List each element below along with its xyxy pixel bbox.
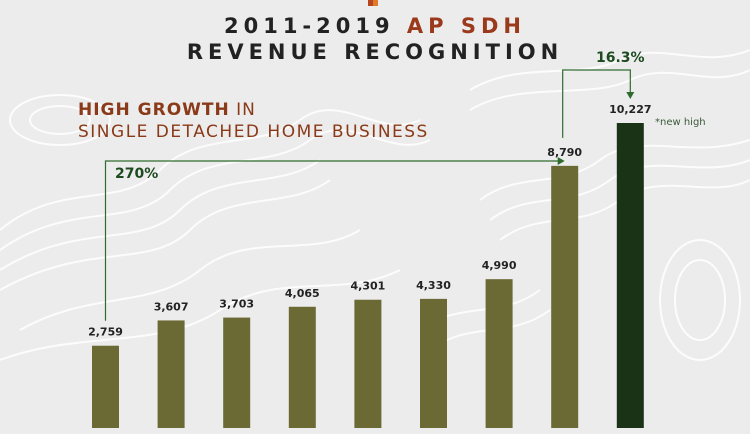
- bar-value-label: 4,301: [351, 280, 386, 293]
- bar-4: [288, 306, 316, 428]
- bar-2: [157, 320, 185, 428]
- bar-value-label: 4,065: [285, 287, 320, 300]
- chart-title-line2: REVENUE RECOGNITION: [186, 40, 564, 64]
- total-growth-label: 270%: [115, 166, 159, 182]
- subtitle: HIGH GROWTH IN SINGLE DETACHED HOME BUSI…: [78, 100, 429, 142]
- bar-7: [485, 279, 513, 428]
- bar-value-label: 4,330: [416, 279, 451, 292]
- bar-value-label: 8,790: [547, 146, 582, 159]
- bar-9: [616, 123, 644, 428]
- new-high-note: *new high: [655, 117, 706, 128]
- total-growth-arrow: [104, 160, 560, 321]
- title-brand: AP SDH: [406, 14, 527, 38]
- bar-value-label: 3,607: [154, 300, 189, 313]
- chart-title: 2011-2019 AP SDH: [0, 14, 750, 38]
- bar-1: [92, 345, 119, 428]
- bar-5: [354, 299, 382, 428]
- bar-8: [551, 165, 579, 428]
- yoy-growth-arrow: [562, 69, 631, 138]
- bar-6: [420, 298, 447, 428]
- bar-3: [223, 317, 251, 428]
- bar-value-label: 4,990: [482, 259, 517, 272]
- subtitle-rest: IN: [236, 100, 256, 120]
- bar-value-label: 2,759: [88, 326, 123, 339]
- yoy-growth-arrowhead: [626, 92, 635, 99]
- bar-value-label: 3,703: [219, 298, 254, 311]
- bar-value-label: 10,227: [609, 103, 651, 116]
- total-growth-arrowhead: [557, 157, 565, 165]
- title-years: 2011-2019: [223, 14, 395, 38]
- subtitle-line2: SINGLE DETACHED HOME BUSINESS: [78, 122, 429, 142]
- yoy-growth-label: 16.3%: [596, 50, 645, 66]
- brand-logo: [368, 0, 378, 6]
- subtitle-bold: HIGH GROWTH: [78, 100, 230, 120]
